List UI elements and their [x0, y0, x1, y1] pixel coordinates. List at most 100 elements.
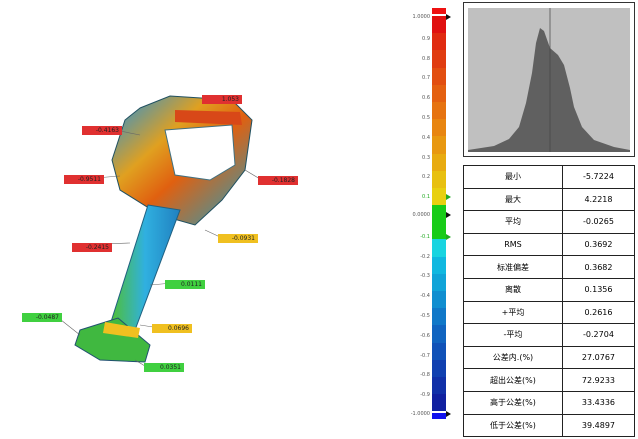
stat-value: 33.4336 [561, 390, 636, 415]
color-band [432, 84, 446, 102]
color-band [432, 394, 446, 412]
min-label: -1.0000 [410, 411, 430, 417]
tolerance-marker-icon[interactable] [446, 194, 451, 201]
scale-tick-label: 0.1 [422, 194, 430, 201]
table-row: -平均 -0.2704 [463, 323, 636, 347]
table-row: 超出公差(%) 72.9233 [463, 368, 636, 392]
histogram-chart [468, 8, 630, 152]
color-band [432, 205, 446, 223]
stat-name: +平均 [463, 300, 563, 325]
color-band [432, 136, 446, 154]
scale-tick-label: 0.5 [422, 115, 430, 121]
max-label: 1.0000 [412, 14, 431, 20]
callout-label[interactable]: 0.0111 [165, 280, 205, 289]
color-band [432, 239, 446, 257]
stat-name: 公差内.(%) [463, 345, 563, 370]
stat-name: 离散 [463, 277, 563, 302]
table-row: 低于公差(%) 39.4897 [463, 413, 636, 438]
color-band [432, 101, 446, 120]
color-band [432, 50, 446, 68]
color-band [432, 187, 446, 206]
table-row: 公差内.(%) 27.0767 [463, 345, 636, 370]
color-band [432, 376, 446, 395]
table-row: 高于公差(%) 33.4336 [463, 390, 636, 415]
stat-name: RMS [463, 232, 563, 257]
scale-tick-label: -0.7 [420, 352, 430, 359]
stat-value: 72.9233 [561, 368, 636, 392]
callout-label[interactable]: -0.2415 [72, 243, 112, 252]
stat-name: 标准偏差 [463, 255, 563, 279]
stat-name: -平均 [463, 323, 563, 347]
stat-value: 27.0767 [561, 345, 636, 370]
color-band [432, 342, 446, 360]
stat-value: -5.7224 [561, 165, 636, 189]
callout-label[interactable]: 0.0351 [144, 363, 184, 372]
color-band [432, 67, 446, 85]
scale-tick-label: 0.6 [422, 95, 430, 102]
min-marker-icon[interactable] [446, 411, 451, 417]
stat-name: 高于公差(%) [463, 390, 563, 415]
color-band [432, 16, 446, 34]
statistics-table: 最小 -5.7224 最大 4.2218 平均 -0.0265 RMS 0.3692 标准偏差 0… [463, 165, 636, 438]
table-row: 最小 -5.7224 [463, 165, 636, 189]
scale-tick-label: 0.3 [422, 154, 430, 161]
scale-tick-label: -0.2 [420, 253, 430, 260]
color-scale-bar [432, 8, 446, 420]
callout-label[interactable]: 1.053 [202, 95, 242, 104]
zero-label: 0.0000 [412, 212, 431, 218]
callout-label[interactable]: -0.0487 [22, 313, 62, 322]
color-band [432, 119, 446, 137]
color-band [432, 222, 446, 240]
table-row: 标准偏差 0.3682 [463, 255, 636, 279]
color-band [432, 308, 446, 326]
table-row: +平均 0.2616 [463, 300, 636, 325]
stat-value: 0.2616 [561, 300, 636, 325]
tolerance-marker-icon[interactable] [446, 233, 451, 240]
callout-label[interactable]: -0.4163 [82, 126, 122, 135]
stat-value: 0.3682 [561, 255, 636, 279]
callout-label[interactable]: -0.1828 [258, 176, 298, 185]
color-band [432, 291, 446, 309]
stat-name: 平均 [463, 210, 563, 234]
color-band [432, 170, 446, 188]
stat-value: 4.2218 [561, 187, 636, 212]
table-row: 最大 4.2218 [463, 187, 636, 212]
scale-tick-label: -0.1 [420, 233, 430, 240]
color-band [432, 359, 446, 377]
table-row: RMS 0.3692 [463, 232, 636, 257]
scale-tick-label: -0.9 [420, 392, 430, 399]
scale-tick-label: 0.7 [422, 75, 430, 82]
scale-tick-label: 0.4 [422, 134, 430, 141]
histogram-panel [463, 2, 635, 157]
stat-value: 0.1356 [561, 277, 636, 302]
scale-tick-label: -0.5 [420, 313, 430, 319]
color-band [432, 325, 446, 343]
stat-name: 最大 [463, 187, 563, 212]
scale-tick-label: -0.3 [420, 273, 430, 280]
color-band [432, 153, 446, 171]
scale-tick-label: 0.2 [422, 174, 430, 181]
color-band [432, 33, 446, 51]
stat-value: 0.3692 [561, 232, 636, 257]
callout-label[interactable]: 0.0696 [152, 324, 192, 333]
scale-tick-label: -0.6 [420, 332, 430, 339]
table-row: 离散 0.1356 [463, 277, 636, 302]
scale-tick-label: -0.4 [420, 293, 430, 300]
callout-label[interactable]: -0.0931 [218, 234, 258, 243]
stat-name: 低于公差(%) [463, 413, 563, 438]
zero-marker-icon[interactable] [446, 212, 451, 218]
stat-name: 超出公差(%) [463, 368, 563, 392]
callout-label[interactable]: -0.9511 [64, 175, 104, 184]
scale-tick-label: 0.9 [422, 35, 430, 42]
table-row: 平均 -0.0265 [463, 210, 636, 234]
stat-name: 最小 [463, 165, 563, 189]
stat-value: -0.0265 [561, 210, 636, 234]
3d-deviation-model[interactable] [0, 0, 400, 439]
under-range-swatch [432, 413, 446, 420]
stat-value: -0.2704 [561, 323, 636, 347]
over-range-swatch [432, 8, 446, 14]
max-marker-icon[interactable] [446, 14, 451, 20]
stat-value: 39.4897 [561, 413, 636, 438]
color-band [432, 273, 446, 291]
scale-tick-label: 0.8 [422, 55, 430, 62]
